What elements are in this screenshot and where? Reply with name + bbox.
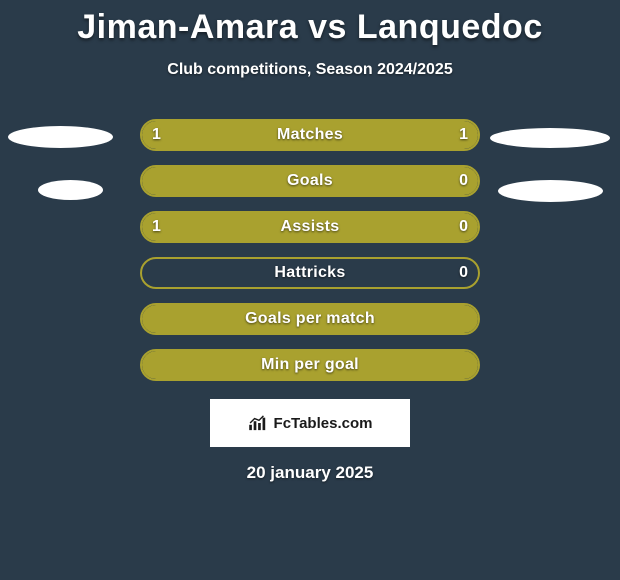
stat-label: Matches	[277, 126, 343, 144]
stat-value-right: 0	[459, 264, 468, 282]
stat-value-right: 0	[459, 172, 468, 190]
side-ellipse	[498, 180, 603, 202]
stat-row: 1 0 Assists	[140, 211, 480, 243]
stat-row: 0 Hattricks	[140, 257, 480, 289]
stats-container: 1 1 Matches 0 Goals 1 0 Assists 0 Hattricks Goals …	[0, 119, 620, 381]
side-ellipse	[490, 128, 610, 148]
stat-value-left: 1	[152, 218, 161, 236]
stat-label: Goals	[287, 172, 333, 190]
stat-fill-left	[142, 213, 404, 241]
stat-row: 1 1 Matches	[140, 119, 480, 151]
subtitle: Club competitions, Season 2024/2025	[0, 61, 620, 79]
stat-value-left: 1	[152, 126, 161, 144]
stat-value-right: 1	[459, 126, 468, 144]
side-ellipse	[8, 126, 113, 148]
source-badge: FcTables.com	[210, 399, 410, 447]
stat-label: Min per goal	[261, 356, 359, 374]
stat-value-right: 0	[459, 218, 468, 236]
side-ellipse	[38, 180, 103, 200]
stat-label: Goals per match	[245, 310, 375, 328]
chart-icon	[248, 415, 270, 431]
date-text: 20 january 2025	[0, 463, 620, 483]
stat-row: Goals per match	[140, 303, 480, 335]
badge-text: FcTables.com	[274, 415, 373, 432]
page-title: Jiman-Amara vs Lanquedoc	[0, 0, 620, 47]
stat-row: 0 Goals	[140, 165, 480, 197]
stat-label: Hattricks	[274, 264, 345, 282]
stat-label: Assists	[280, 218, 339, 236]
stat-row: Min per goal	[140, 349, 480, 381]
